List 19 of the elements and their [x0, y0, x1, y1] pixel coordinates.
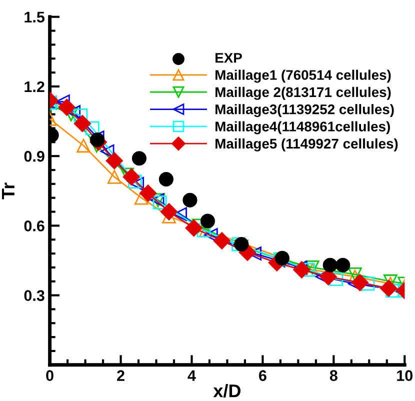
- legend-label: Maillage3(1139252 cellules): [216, 104, 394, 118]
- legend-label: Maillage 2(813171 cellules): [216, 86, 391, 100]
- x-tick-label: 6: [259, 370, 266, 381]
- legend-label: Maillage4(1148961cellules): [216, 121, 390, 134]
- legend-label: Maillage1 (760514 cellules): [216, 70, 391, 83]
- y-axis-title: Tr: [2, 182, 14, 200]
- x-tick-label: 0: [46, 370, 54, 381]
- x-tick-label: 10: [397, 370, 412, 381]
- x-axis-title: x/D: [213, 384, 241, 398]
- legend-label: EXP: [216, 53, 242, 63]
- x-tick-label: 4: [188, 370, 196, 381]
- legend-label: Maillage5 (1149927 cellules): [216, 138, 398, 152]
- x-tick-label: 2: [117, 370, 124, 381]
- y-tick-label: 1.5: [24, 12, 45, 23]
- y-tick-label: 1.2: [24, 81, 44, 92]
- y-tick-label: 0.3: [24, 290, 44, 302]
- x-tick-label: 8: [330, 370, 338, 381]
- y-tick-label: 0.6: [24, 220, 44, 232]
- y-tick-label: 0.9: [24, 150, 44, 162]
